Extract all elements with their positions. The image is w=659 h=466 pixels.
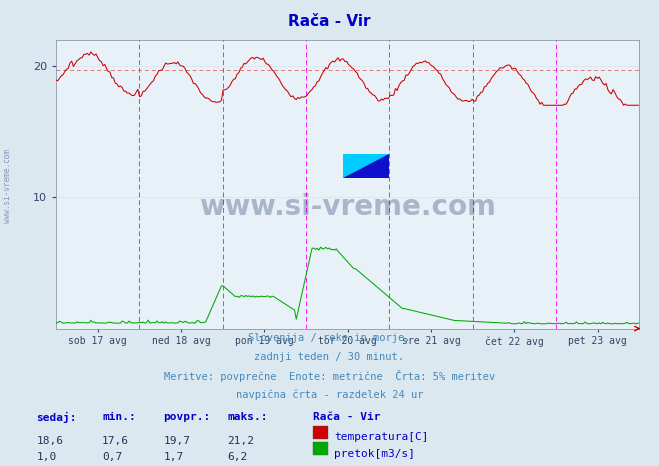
Text: www.si-vreme.com: www.si-vreme.com xyxy=(3,150,13,223)
Text: povpr.:: povpr.: xyxy=(163,412,211,422)
Text: Slovenija / reke in morje.: Slovenija / reke in morje. xyxy=(248,333,411,343)
Text: maks.:: maks.: xyxy=(227,412,268,422)
Text: www.si-vreme.com: www.si-vreme.com xyxy=(199,193,496,221)
Text: 0,7: 0,7 xyxy=(102,452,123,462)
Polygon shape xyxy=(343,154,389,178)
Text: Rača - Vir: Rača - Vir xyxy=(288,14,371,29)
Text: sedaj:: sedaj: xyxy=(36,412,76,424)
Polygon shape xyxy=(343,154,389,178)
Text: min.:: min.: xyxy=(102,412,136,422)
Text: zadnji teden / 30 minut.: zadnji teden / 30 minut. xyxy=(254,352,405,362)
Text: 19,7: 19,7 xyxy=(163,436,190,445)
Text: 1,7: 1,7 xyxy=(163,452,184,462)
Text: 6,2: 6,2 xyxy=(227,452,248,462)
Text: Rača - Vir: Rača - Vir xyxy=(313,412,380,422)
Text: 17,6: 17,6 xyxy=(102,436,129,445)
Text: pretok[m3/s]: pretok[m3/s] xyxy=(334,449,415,459)
Text: 1,0: 1,0 xyxy=(36,452,57,462)
Text: Meritve: povprečne  Enote: metrične  Črta: 5% meritev: Meritve: povprečne Enote: metrične Črta:… xyxy=(164,370,495,383)
Text: navpična črta - razdelek 24 ur: navpična črta - razdelek 24 ur xyxy=(236,389,423,400)
Text: 21,2: 21,2 xyxy=(227,436,254,445)
Text: temperatura[C]: temperatura[C] xyxy=(334,432,428,442)
Text: 18,6: 18,6 xyxy=(36,436,63,445)
